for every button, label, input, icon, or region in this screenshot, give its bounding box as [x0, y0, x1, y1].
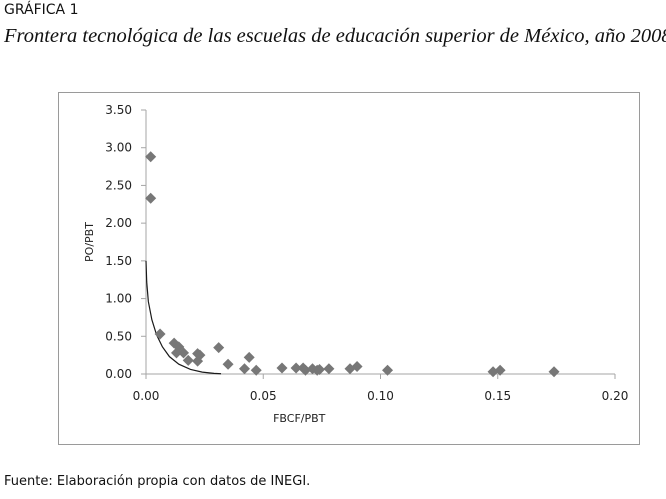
y-tick-label: 0.00: [105, 367, 132, 381]
y-tick-label: 3.00: [105, 141, 132, 155]
frontier-curve: [145, 260, 222, 375]
data-point: [238, 363, 250, 375]
figure-label: GRÁFICA 1: [4, 2, 79, 18]
y-tick-label: 0.50: [105, 329, 132, 343]
data-point: [194, 349, 206, 361]
data-point: [222, 358, 234, 370]
data-point: [170, 347, 182, 359]
x-tick-label: 0.05: [250, 389, 277, 403]
data-point: [276, 362, 288, 374]
data-point: [323, 363, 335, 375]
data-point: [314, 363, 326, 375]
y-tick-label: 1.00: [105, 292, 132, 306]
data-point: [290, 362, 302, 374]
x-tick-label: 0.15: [484, 389, 511, 403]
data-point: [243, 351, 255, 363]
data-point: [250, 364, 262, 376]
data-point: [178, 347, 190, 359]
y-axis-label: PO/PBT: [83, 222, 96, 262]
data-point: [145, 151, 157, 163]
data-point: [548, 366, 560, 378]
y-tick-label: 2.00: [105, 216, 132, 230]
data-point: [213, 342, 225, 354]
source-note: Fuente: Elaboración propia con datos de …: [4, 474, 311, 489]
data-point: [145, 192, 157, 204]
y-tick-labels: 0.00 0.50 1.00 1.50 2.00 2.50 3.00 3.50: [105, 103, 146, 381]
y-tick-label: 3.50: [105, 103, 132, 117]
data-point: [351, 360, 363, 372]
x-axis-label: FBCF/PBT: [273, 412, 326, 425]
data-point: [182, 354, 194, 366]
chart-container: 0.00 0.50 1.00 1.50 2.00 2.50 3.00 3.50 0.00 0.0…: [58, 92, 640, 445]
x-tick-labels: 0.00 0.05 0.10 0.15 0.20: [133, 374, 629, 403]
data-point: [487, 366, 499, 378]
x-tick-label: 0.20: [602, 389, 629, 403]
scatter-chart: 0.000.501.001.502.002.503.003.50 0.00 0.0…: [83, 103, 629, 425]
data-points: [145, 151, 560, 378]
x-tick-label: 0.10: [367, 389, 394, 403]
y-tick-label: 1.50: [105, 254, 132, 268]
data-point: [494, 364, 506, 376]
data-point: [299, 364, 311, 376]
figure-title: Frontera tecnológica de las escuelas de …: [4, 25, 666, 47]
data-point: [382, 364, 394, 376]
x-tick-label: 0.00: [133, 389, 160, 403]
data-point: [154, 328, 166, 340]
y-tick-label: 2.50: [105, 178, 132, 192]
